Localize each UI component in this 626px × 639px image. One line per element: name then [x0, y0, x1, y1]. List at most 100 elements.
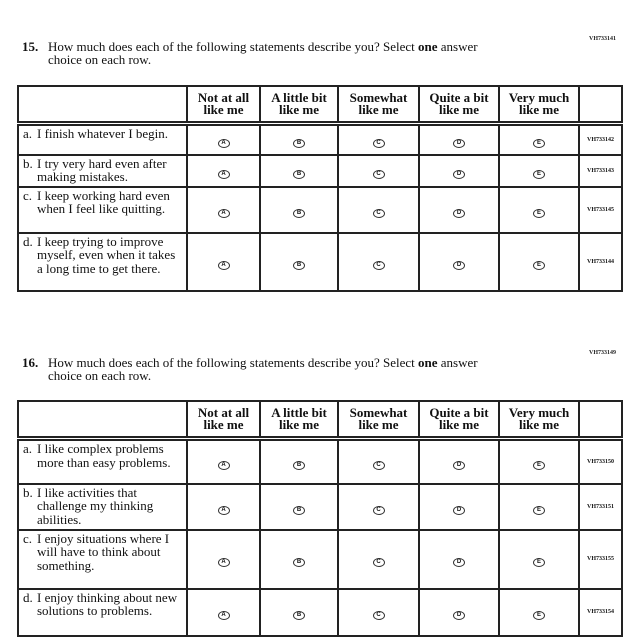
answer-bubble[interactable]: A [217, 260, 230, 270]
answer-cell: D [418, 528, 500, 590]
answer-bubble[interactable]: A [217, 611, 230, 620]
option-header: Not at all like me [186, 400, 261, 440]
blank-header [17, 85, 188, 125]
statement-text: I try very hard even after making mistak… [37, 155, 167, 184]
statement: c. I enjoy situations where I will have t… [17, 528, 188, 590]
answer-cell: D [418, 231, 500, 292]
statement: b. I try very hard even after making mist… [17, 153, 188, 188]
item-code: VH733150 [578, 437, 623, 485]
prompt-text: How much does each of the following stat… [48, 355, 419, 370]
answer-cell: E [498, 528, 580, 590]
answer-cell: D [418, 185, 500, 234]
answer-bubble[interactable]: C [372, 611, 385, 620]
option-header: A little bit like me [259, 400, 339, 440]
answer-cell: A [186, 185, 261, 234]
answer-bubble[interactable]: E [533, 505, 545, 515]
answer-bubble[interactable]: B [293, 611, 305, 620]
answer-bubble[interactable]: C [372, 558, 385, 567]
answer-cell: B [259, 185, 339, 234]
answer-bubble[interactable]: B [293, 505, 305, 515]
prompt-text: choice on each row. [48, 368, 152, 383]
table-row: a. I like complex problems more than easy… [17, 437, 623, 485]
answer-bubble[interactable]: B [293, 558, 305, 567]
answer-bubble[interactable]: A [217, 138, 230, 148]
question-prompt: 16. How much does each of the following s… [22, 356, 582, 382]
answer-bubble[interactable]: E [533, 260, 545, 270]
answer-bubble[interactable]: B [293, 138, 305, 148]
question-number: 15. [22, 39, 39, 54]
row-letter: c. [23, 187, 33, 203]
answer-bubble[interactable]: A [217, 558, 230, 567]
answer-bubble[interactable]: C [372, 460, 385, 470]
answer-bubble[interactable]: C [372, 138, 385, 148]
answer-bubble[interactable]: D [453, 208, 465, 218]
table-row: c. I enjoy situations where I will have t… [17, 528, 623, 590]
answer-bubble[interactable]: B [293, 208, 305, 218]
statement-text: I finish whatever I begin. [37, 126, 169, 141]
answer-bubble[interactable]: D [453, 505, 465, 515]
answer-bubble[interactable]: E [533, 558, 545, 567]
answer-bubble[interactable]: C [372, 169, 385, 179]
answer-bubble[interactable]: B [293, 460, 305, 470]
answer-bubble[interactable]: E [533, 169, 545, 179]
option-header: Quite a bit like me [418, 400, 500, 440]
answer-cell: C [337, 231, 420, 292]
answer-bubble[interactable]: E [533, 138, 545, 148]
answer-cell: E [498, 122, 580, 156]
prompt-text: answer [437, 355, 478, 370]
item-code: VH733145 [578, 185, 623, 234]
row-letter: b. [23, 484, 33, 500]
answer-cell: C [337, 153, 420, 188]
statement-text: I keep trying to improve myself, even wh… [37, 233, 176, 276]
answer-cell: E [498, 437, 580, 485]
option-header: Very much like me [498, 400, 580, 440]
statement: d. I keep trying to improve myself, even … [17, 231, 188, 292]
option-header: Somewhat like me [337, 400, 420, 440]
answer-cell: A [186, 153, 261, 188]
table-row: d. I keep trying to improve myself, even … [17, 231, 623, 292]
answer-cell: D [418, 153, 500, 188]
table-row: b. I like activities that challenge my th… [17, 482, 623, 531]
statement-text: I like complex problems more than easy p… [37, 441, 171, 470]
table-row: b. I try very hard even after making mist… [17, 153, 623, 188]
answer-bubble[interactable]: A [217, 505, 230, 515]
answer-bubble[interactable]: E [533, 460, 545, 470]
item-code: VH733142 [578, 122, 623, 156]
answer-bubble[interactable]: C [372, 260, 385, 270]
question-code: VH733141 [589, 36, 616, 42]
row-letter: a. [23, 126, 33, 141]
question-number: 16. [22, 355, 39, 370]
answer-bubble[interactable]: D [453, 611, 465, 620]
answer-bubble[interactable]: D [453, 558, 465, 567]
answer-cell: C [337, 587, 420, 637]
answer-cell: C [337, 528, 420, 590]
option-header: Quite a bit like me [418, 85, 500, 125]
answer-bubble[interactable]: A [217, 169, 230, 179]
answer-cell: C [337, 185, 420, 234]
answer-bubble[interactable]: C [372, 208, 385, 218]
answer-bubble[interactable]: E [533, 611, 545, 620]
item-code: VH733144 [578, 231, 623, 292]
answer-bubble[interactable]: E [533, 208, 545, 218]
answer-cell: B [259, 231, 339, 292]
option-header: A little bit like me [259, 85, 339, 125]
answer-cell: A [186, 122, 261, 156]
answer-bubble[interactable]: B [293, 260, 305, 270]
statement: c. I keep working hard even when I feel l… [17, 185, 188, 234]
row-letter: d. [23, 589, 33, 605]
answer-bubble[interactable]: D [453, 260, 465, 270]
statement-text: I enjoy thinking about new solutions to … [37, 589, 178, 618]
answer-cell: A [186, 437, 261, 485]
answer-bubble[interactable]: D [453, 460, 465, 470]
answer-bubble[interactable]: A [217, 460, 230, 470]
answer-bubble[interactable]: D [453, 138, 465, 148]
blank-header [578, 400, 623, 440]
answer-bubble[interactable]: A [217, 208, 230, 218]
answer-bubble[interactable]: C [372, 505, 385, 515]
answer-cell: D [418, 587, 500, 637]
answer-bubble[interactable]: B [293, 169, 305, 179]
row-letter: d. [23, 233, 33, 249]
statement: d. I enjoy thinking about new solutions t… [17, 587, 188, 637]
statement-text: I keep working hard even when I feel lik… [37, 187, 170, 216]
answer-bubble[interactable]: D [453, 169, 465, 179]
